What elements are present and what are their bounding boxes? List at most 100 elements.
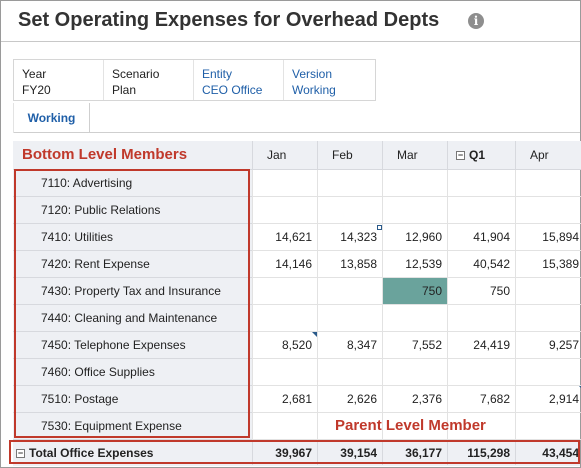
cell-attachment-marker-icon (377, 225, 382, 230)
grid-cell[interactable]: 15,894 (515, 224, 581, 251)
grid-cell[interactable]: 7,682 (447, 386, 515, 413)
pov-version-value[interactable]: Working (292, 83, 336, 97)
cell-value: 40,542 (473, 257, 510, 271)
pov-entity[interactable]: Entity CEO Office (194, 60, 284, 100)
grid-cell[interactable]: 8,347 (317, 332, 382, 359)
total-cell[interactable]: 39,967 (252, 441, 317, 465)
grid-cell[interactable]: 41,904 (447, 224, 515, 251)
grid-cell[interactable] (252, 278, 317, 305)
grid-cell[interactable]: 24,419 (447, 332, 515, 359)
grid-cell[interactable]: 750 (382, 278, 447, 305)
total-cell[interactable]: 43,454 (515, 441, 581, 465)
cell-value: 12,960 (405, 230, 442, 244)
total-cell[interactable]: 115,298 (447, 441, 515, 465)
grid-cell[interactable]: 2,626 (317, 386, 382, 413)
grid-cell[interactable]: 12,539 (382, 251, 447, 278)
cell-comment-marker-icon (579, 386, 581, 391)
grid-cell[interactable]: 750 (447, 278, 515, 305)
cell-value: 9,257 (548, 338, 579, 352)
grid-cell[interactable]: 7,552 (382, 332, 447, 359)
total-cell[interactable]: 39,154 (317, 441, 382, 465)
column-header-jan[interactable]: Jan (252, 141, 317, 170)
row-header[interactable]: 7440: Cleaning and Maintenance (13, 305, 252, 332)
grid-cell[interactable] (252, 413, 317, 440)
total-label-text: Total Office Expenses (29, 446, 154, 460)
grid-cell[interactable] (382, 413, 447, 440)
column-header-apr[interactable]: Apr (515, 141, 581, 170)
grid-cell[interactable]: 9,257 (515, 332, 581, 359)
cell-value: 14,621 (275, 230, 312, 244)
grid-cell[interactable] (447, 413, 515, 440)
pov-version[interactable]: Version Working (284, 60, 375, 100)
row-header[interactable]: 7530: Equipment Expense (13, 413, 252, 440)
annotation-parent-level: Parent Level Member (335, 417, 486, 434)
total-row-label[interactable]: − Total Office Expenses (16, 441, 153, 465)
grid-cell[interactable]: 12,960 (382, 224, 447, 251)
grid-cell[interactable]: 14,323 (317, 224, 382, 251)
data-grid: Jan Feb Mar − Q1 Apr 7110: Advertising 7120: Pu… (9, 141, 581, 467)
collapse-icon[interactable]: − (16, 448, 25, 458)
row-header[interactable]: 7420: Rent Expense (13, 251, 252, 278)
grid-cell[interactable]: 14,146 (252, 251, 317, 278)
grid-cell[interactable]: 2,376 (382, 386, 447, 413)
pov-version-label[interactable]: Version (292, 67, 333, 81)
grid-cell[interactable]: 40,542 (447, 251, 515, 278)
grid-cell[interactable] (317, 278, 382, 305)
total-row: − Total Office Expenses 39,967 39,154 36,17… (13, 440, 580, 466)
grid-cell[interactable] (382, 305, 447, 332)
grid-cell[interactable] (317, 359, 382, 386)
grid-cell[interactable] (382, 170, 447, 197)
grid-cell[interactable]: 14,621 (252, 224, 317, 251)
info-icon[interactable]: i (468, 13, 484, 29)
row-header[interactable]: 7410: Utilities (13, 224, 252, 251)
row-header[interactable]: 7510: Postage (13, 386, 252, 413)
grid-cell[interactable] (252, 197, 317, 224)
tab-working[interactable]: Working (13, 103, 90, 133)
grid-cell[interactable] (382, 359, 447, 386)
grid-cell[interactable]: 8,520 (252, 332, 317, 359)
grid-cell[interactable] (515, 278, 581, 305)
cell-value: 2,681 (281, 392, 312, 406)
column-header-label: Feb (332, 148, 353, 162)
row-header[interactable]: 7110: Advertising (13, 170, 252, 197)
grid-cell[interactable] (252, 170, 317, 197)
grid-cell[interactable] (515, 413, 581, 440)
collapse-icon[interactable]: − (456, 150, 465, 160)
grid-cell[interactable]: 13,858 (317, 251, 382, 278)
grid-cell[interactable] (317, 305, 382, 332)
pov-entity-value[interactable]: CEO Office (202, 83, 263, 97)
cell-value: 13,858 (340, 257, 377, 271)
row-header[interactable]: 7120: Public Relations (13, 197, 252, 224)
grid-cell[interactable] (317, 197, 382, 224)
grid-cell[interactable] (515, 170, 581, 197)
pov-year-label: Year (22, 67, 47, 81)
grid-cell[interactable]: 2,914 (515, 386, 581, 413)
grid-cell[interactable] (317, 413, 382, 440)
grid-cell[interactable] (515, 359, 581, 386)
grid-cell[interactable] (447, 305, 515, 332)
grid-cell[interactable] (515, 197, 581, 224)
grid-cell[interactable] (317, 170, 382, 197)
grid-cell[interactable] (447, 359, 515, 386)
pov-entity-label[interactable]: Entity (202, 67, 233, 81)
grid-cell[interactable] (447, 197, 515, 224)
grid-cell[interactable] (252, 305, 317, 332)
grid-cell[interactable]: 15,389 (515, 251, 581, 278)
row-header[interactable]: 7430: Property Tax and Insurance (13, 278, 252, 305)
cell-value: 2,626 (346, 392, 377, 406)
total-cell[interactable]: 36,177 (382, 441, 447, 465)
grid-cell[interactable] (515, 305, 581, 332)
column-header-feb[interactable]: Feb (317, 141, 382, 170)
column-header-mar[interactable]: Mar (382, 141, 447, 170)
grid-cell[interactable]: 2,681 (252, 386, 317, 413)
grid-cell[interactable] (447, 170, 515, 197)
row-header[interactable]: 7450: Telephone Expenses (13, 332, 252, 359)
column-header-q1[interactable]: − Q1 (447, 141, 515, 170)
cell-value: 24,419 (473, 338, 510, 352)
row-header[interactable]: 7460: Office Supplies (13, 359, 252, 386)
cell-value: 12,539 (405, 257, 442, 271)
grid-cell[interactable] (252, 359, 317, 386)
cell-comment-marker-icon (312, 332, 317, 337)
grid-cell[interactable] (382, 197, 447, 224)
pov-scenario: Scenario Plan (104, 60, 194, 100)
